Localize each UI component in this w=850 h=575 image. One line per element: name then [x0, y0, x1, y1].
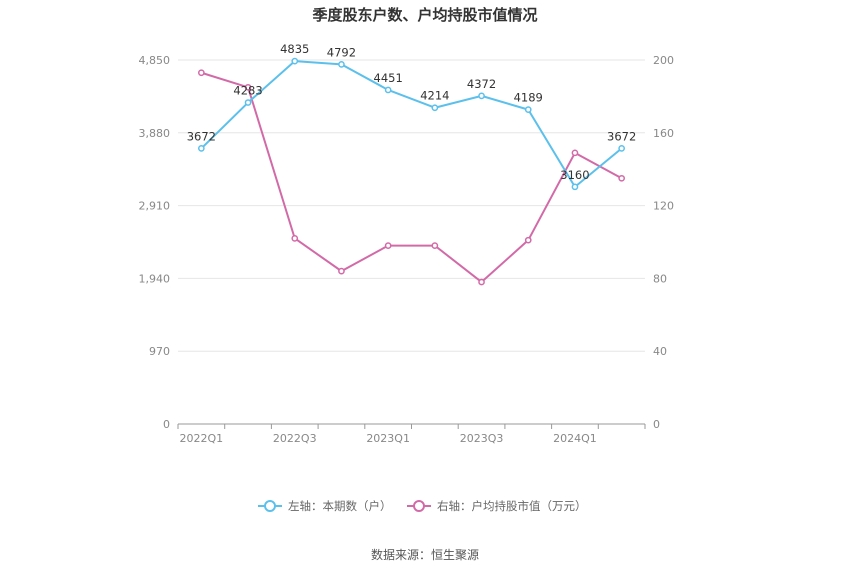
left-tick-label: 970: [149, 345, 170, 358]
legend-item-avg-value[interactable]: 右轴：户均持股市值（万元）: [407, 499, 587, 513]
data-label: 3160: [560, 168, 589, 182]
avg-value-point: [291, 235, 299, 242]
grid: [178, 59, 645, 352]
chart-title: 季度股东户数、户均持股市值情况: [312, 6, 537, 24]
data-label: 4835: [280, 42, 309, 56]
x-tick-label: 2024Q1: [553, 432, 597, 445]
data-labels: 3672 4283 4835 4792 4451 4214 4372 4189 3160 3672: [187, 42, 637, 182]
holders-point: [478, 92, 485, 100]
legend-marker: [264, 500, 276, 512]
x-tick-label: 2023Q3: [460, 432, 504, 445]
right-tick-label: 40: [653, 345, 667, 358]
avg-value-point: [571, 149, 579, 157]
legend[interactable]: 左轴：本期数（户） 右轴：户均持股市值（万元）: [258, 499, 587, 513]
holders-point: [244, 99, 252, 106]
left-tick-label: 4,850: [139, 54, 171, 67]
avg-value-point: [384, 242, 392, 249]
data-label: 4283: [233, 84, 262, 98]
avg-value-point: [618, 174, 626, 182]
right-tick-label: 0: [653, 418, 660, 431]
data-label: 4214: [420, 89, 449, 103]
avg-value-point: [198, 69, 205, 77]
left-tick-label: 2,910: [139, 200, 171, 213]
x-tick-label: 2022Q1: [180, 432, 224, 445]
x-tick-label: 2023Q1: [366, 432, 410, 445]
holders-point: [571, 183, 579, 191]
right-tick-label: 160: [653, 127, 674, 140]
right-tick-label: 200: [653, 54, 674, 67]
holders-line: [200, 60, 623, 188]
left-tick-label: 0: [163, 418, 170, 431]
data-label: 4372: [467, 77, 496, 91]
avg-value-point: [478, 278, 485, 286]
series-layer: [198, 57, 626, 286]
left-y-axis: 0 970 1,940 2,910 3,880 4,850: [139, 54, 171, 431]
x-tick-label: 2022Q3: [273, 432, 317, 445]
data-label: 4792: [327, 45, 356, 59]
legend-label: 右轴：户均持股市值（万元）: [437, 499, 587, 513]
right-tick-label: 80: [653, 272, 667, 285]
avg-value-point: [524, 236, 532, 244]
data-label: 3672: [187, 129, 216, 143]
holders-point: [524, 106, 532, 113]
legend-label: 左轴：本期数（户）: [288, 499, 392, 513]
data-label: 3672: [607, 129, 636, 143]
holders-point: [618, 145, 626, 152]
left-tick-label: 1,940: [139, 272, 171, 285]
holders-point: [291, 57, 299, 65]
data-source: 数据来源：恒生聚源: [371, 547, 479, 562]
data-label: 4451: [374, 71, 403, 85]
avg-value-point: [431, 242, 439, 249]
avg-value-line: [201, 71, 623, 284]
x-axis: 2022Q1 2022Q3 2023Q1 2023Q3 2024Q1: [177, 423, 646, 445]
holders-point: [384, 86, 392, 94]
data-label: 4189: [514, 91, 543, 105]
left-tick-label: 3,880: [139, 127, 171, 140]
avg-value-point: [244, 83, 252, 91]
right-tick-label: 120: [653, 200, 674, 213]
holders-point: [338, 61, 345, 68]
holders-point: [431, 104, 439, 112]
avg-value-point: [338, 267, 345, 275]
holders-point: [198, 145, 205, 152]
right-y-axis: 0 40 80 120 160 200: [653, 54, 674, 431]
legend-item-holders[interactable]: 左轴：本期数（户）: [258, 499, 392, 513]
legend-marker: [413, 500, 425, 512]
